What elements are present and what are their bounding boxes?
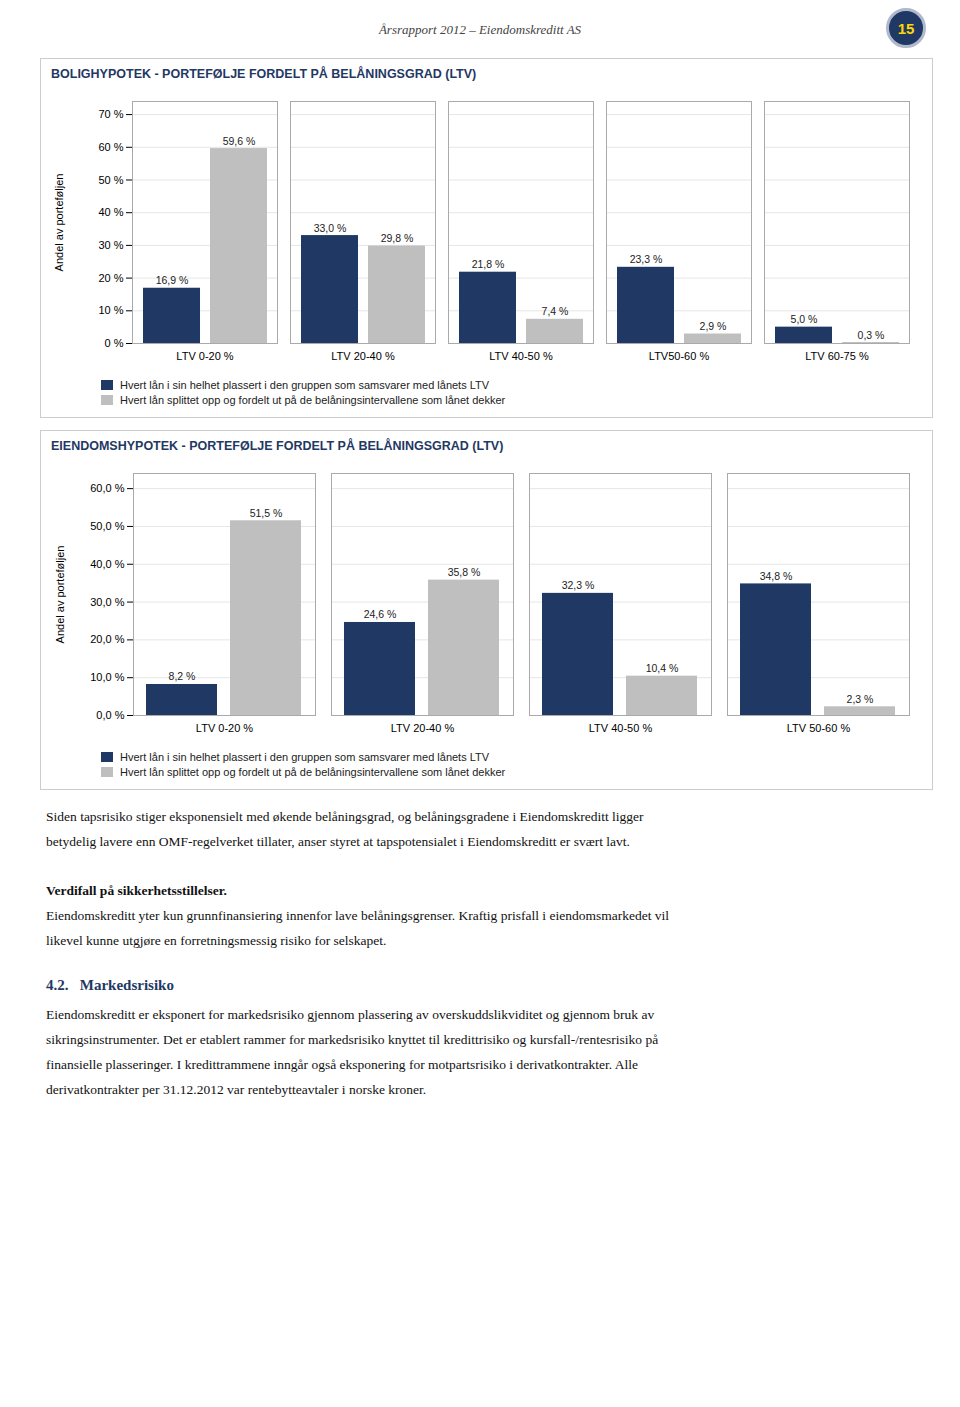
html-text:Eiendomskreditt yter kun grunn: Eiendomskreditt yter kun grunnfinansieri… <box>46 908 670 923</box>
svg-text:30,0 %: 30,0 % <box>90 596 124 608</box>
svg-text:33,0 %: 33,0 % <box>314 222 347 234</box>
html-text:Hvert lån i sin helhet plasser: Hvert lån i sin helhet plassert i den gr… <box>120 751 490 763</box>
svg-text:8,2 %: 8,2 % <box>169 670 196 682</box>
svg-text:60 %: 60 % <box>98 141 123 153</box>
svg-text:LTV 0-20 %: LTV 0-20 % <box>196 722 253 734</box>
svg-text:LTV 20-40 %: LTV 20-40 % <box>391 722 455 734</box>
html-text:EIENDOMSHYPOTEK - PORTEFØLJE F: EIENDOMSHYPOTEK - PORTEFØLJE FORDELT PÅ … <box>51 439 504 453</box>
svg-text:32,3 %: 32,3 % <box>562 579 595 591</box>
svg-text:70 %: 70 % <box>98 108 123 120</box>
html-text:derivatkontrakter per 31.12.20: derivatkontrakter per 31.12.2012 var ren… <box>46 1082 427 1097</box>
svg-text:59,6 %: 59,6 % <box>223 135 256 147</box>
svg-text:2,3 %: 2,3 % <box>847 693 874 705</box>
svg-text:Andel av porteføljen: Andel av porteføljen <box>53 174 65 272</box>
svg-text:0 %: 0 % <box>105 337 124 349</box>
svg-text:LTV 40-50 %: LTV 40-50 % <box>489 350 553 362</box>
html-text:BOLIGHYPOTEK - PORTEFØLJE FORD: BOLIGHYPOTEK - PORTEFØLJE FORDELT PÅ BEL… <box>51 67 477 81</box>
svg-text:0,0 %: 0,0 % <box>96 709 124 721</box>
html-text:likevel kunne utgjøre en forre: likevel kunne utgjøre en forretningsmess… <box>46 933 387 948</box>
html-text:Hvert lån splittet opp og ford: Hvert lån splittet opp og fordelt ut på … <box>120 394 506 406</box>
svg-text:30 %: 30 % <box>98 239 123 251</box>
svg-text:7,4 %: 7,4 % <box>542 305 569 317</box>
svg-text:51,5 %: 51,5 % <box>250 507 283 519</box>
svg-text:21,8 %: 21,8 % <box>472 258 505 270</box>
html-text:sikringsinstrumenter. Det er e: sikringsinstrumenter. Det er etablert ra… <box>46 1032 659 1047</box>
svg-text:10,4 %: 10,4 % <box>646 662 679 674</box>
svg-text:40,0 %: 40,0 % <box>90 558 124 570</box>
svg-text:LTV 0-20 %: LTV 0-20 % <box>176 350 233 362</box>
svg-text:10,0 %: 10,0 % <box>90 671 124 683</box>
html-text:Hvert lån i sin helhet plasser: Hvert lån i sin helhet plassert i den gr… <box>120 379 490 391</box>
html-text:Siden tapsrisiko stiger ekspon: Siden tapsrisiko stiger eksponensielt me… <box>46 809 644 824</box>
html-text:Hvert lån splittet opp og ford: Hvert lån splittet opp og fordelt ut på … <box>120 766 506 778</box>
html-text:finansielle plasseringer. I kr: finansielle plasseringer. I kredittramme… <box>46 1057 638 1072</box>
svg-text:LTV 40-50 %: LTV 40-50 % <box>589 722 653 734</box>
svg-text:20 %: 20 % <box>98 272 123 284</box>
svg-text:5,0 %: 5,0 % <box>791 313 818 325</box>
svg-text:50 %: 50 % <box>98 174 123 186</box>
svg-text:29,8 %: 29,8 % <box>381 232 414 244</box>
html-text:Årsrapport 2012 – Eiendomskred: Årsrapport 2012 – Eiendomskreditt AS <box>378 22 582 37</box>
svg-text:24,6 %: 24,6 % <box>364 608 397 620</box>
svg-text:40 %: 40 % <box>98 206 123 218</box>
svg-text:23,3 %: 23,3 % <box>630 253 663 265</box>
html-text:Eiendomskreditt er eksponert f: Eiendomskreditt er eksponert for markeds… <box>46 1007 655 1022</box>
svg-text:2,9 %: 2,9 % <box>700 320 727 332</box>
svg-text:0,3 %: 0,3 % <box>858 329 885 341</box>
svg-text:10 %: 10 % <box>98 304 123 316</box>
svg-text:35,8 %: 35,8 % <box>448 566 481 578</box>
html-text:Verdifall på sikkerhetsstillel: Verdifall på sikkerhetsstillelser. <box>46 883 227 898</box>
svg-text:LTV 50-60 %: LTV 50-60 % <box>787 722 851 734</box>
svg-text:LTV 60-75 %: LTV 60-75 % <box>805 350 869 362</box>
svg-text:60,0 %: 60,0 % <box>90 482 124 494</box>
svg-text:20,0 %: 20,0 % <box>90 633 124 645</box>
html-text:4.2. Markedsrisiko: 4.2. Markedsrisiko <box>46 977 174 993</box>
html-text:betydelig lavere enn OMF-regel: betydelig lavere enn OMF-regelverket til… <box>46 834 630 849</box>
html-text:15: 15 <box>897 19 915 37</box>
svg-text:LTV 20-40 %: LTV 20-40 % <box>331 350 395 362</box>
svg-text:LTV50-60 %: LTV50-60 % <box>649 350 710 362</box>
svg-text:Andel av porteføljen: Andel av porteføljen <box>54 546 66 644</box>
svg-text:34,8 %: 34,8 % <box>760 570 793 582</box>
svg-text:50,0 %: 50,0 % <box>90 520 124 532</box>
svg-text:16,9 %: 16,9 % <box>156 274 189 286</box>
